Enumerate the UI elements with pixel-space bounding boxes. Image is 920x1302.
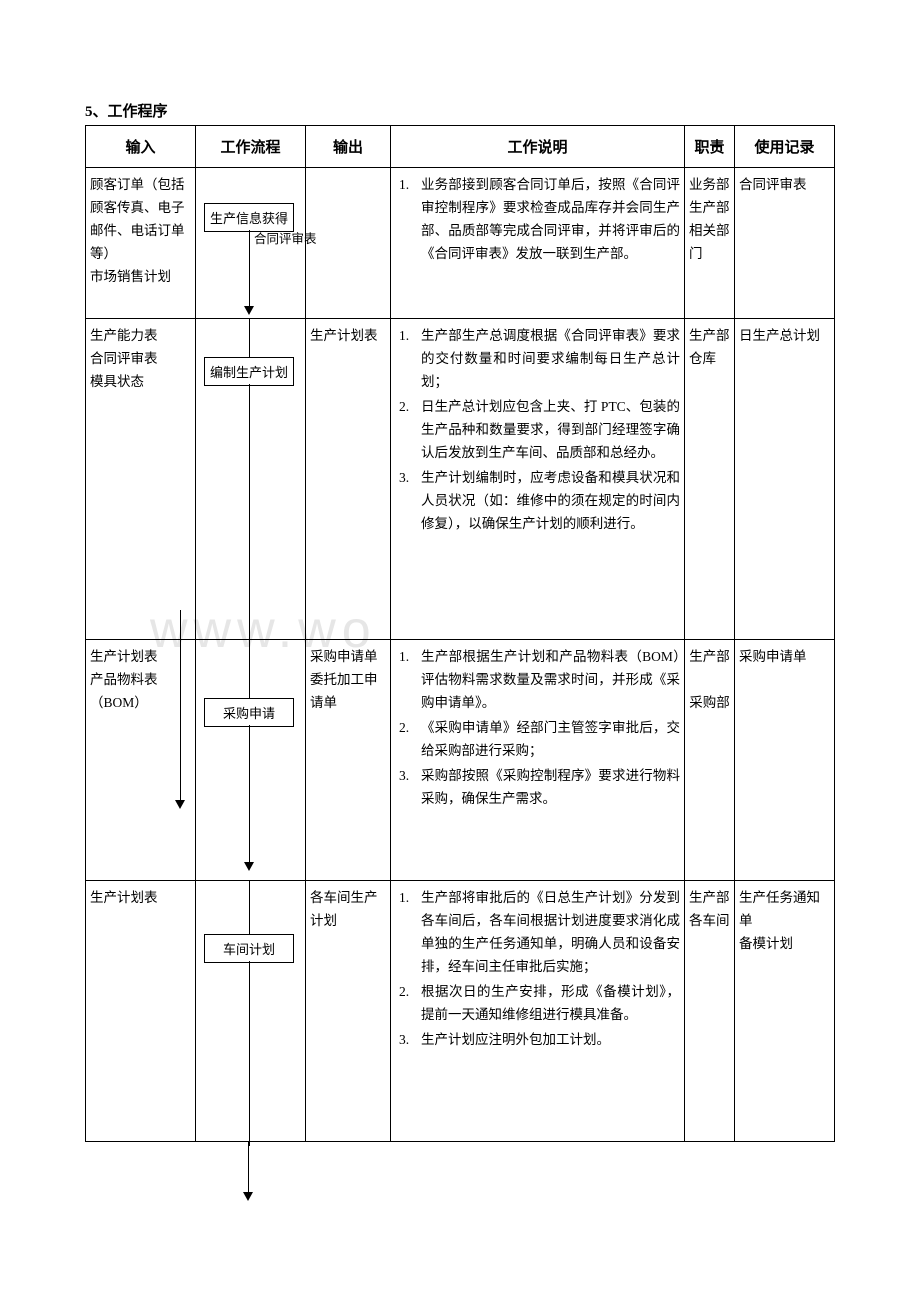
resp-cell: 业务部 生产部 相关部门 xyxy=(685,168,735,319)
output-cell: 各车间生产计划 xyxy=(306,881,391,1142)
output-cell: 采购申请单 委托加工申请单 xyxy=(306,640,391,881)
flow-cell: 车间计划 xyxy=(196,881,306,1142)
section-title: 5、工作程序 xyxy=(85,100,835,121)
input-cell: 顾客订单（包括顾客传真、电子邮件、电话订单等） 市场销售计划 xyxy=(86,168,196,319)
resp-cell: 生产部 采购部 xyxy=(685,640,735,881)
desc-item: 生产部生产总调度根据《合同评审表》要求的交付数量和时间要求编制每日生产总计划； xyxy=(395,325,680,394)
arrow-down-icon xyxy=(244,306,254,315)
output-cell: 生产计划表 xyxy=(306,319,391,640)
flow-line xyxy=(249,725,250,865)
input-cell: 生产能力表 合同评审表 模具状态 xyxy=(86,319,196,640)
flow-line xyxy=(249,230,250,308)
header-output: 输出 xyxy=(306,126,391,168)
header-input: 输入 xyxy=(86,126,196,168)
desc-item: 生产计划编制时，应考虑设备和模具状况和人员状况（如：维修中的须在规定的时间内修复… xyxy=(395,467,680,536)
flow-line xyxy=(249,881,250,936)
flow-side-arrow-line xyxy=(180,610,181,800)
desc-item: 生产部根据生产计划和产品物料表（BOM）评估物料需求数量及需求时间，并形成《采购… xyxy=(395,646,680,715)
record-cell: 日生产总计划 xyxy=(735,319,835,640)
header-resp: 职责 xyxy=(685,126,735,168)
header-desc: 工作说明 xyxy=(391,126,685,168)
flow-box: 车间计划 xyxy=(204,934,294,963)
resp-cell: 生产部 仓库 xyxy=(685,319,735,640)
continuation-arrow xyxy=(85,1142,835,1202)
input-cell: 生产计划表 产品物料表（BOM） xyxy=(86,640,196,881)
resp-cell: 生产部 各车间 xyxy=(685,881,735,1142)
desc-item: 业务部接到顾客合同订单后，按照《合同评审控制程序》要求检查成品库存并会同生产部、… xyxy=(395,174,680,266)
desc-item: 《采购申请单》经部门主管签字审批后，交给采购部进行采购； xyxy=(395,717,680,763)
arrow-down-icon xyxy=(244,862,254,871)
flow-line xyxy=(249,640,250,700)
flow-cell: 生产信息获得 合同评审表 xyxy=(196,168,306,319)
flow-line xyxy=(249,384,250,644)
desc-cell: 生产部根据生产计划和产品物料表（BOM）评估物料需求数量及需求时间，并形成《采购… xyxy=(391,640,685,881)
flow-line xyxy=(249,961,250,1146)
flow-output-label: 合同评审表 xyxy=(254,228,317,247)
desc-cell: 业务部接到顾客合同订单后，按照《合同评审控制程序》要求检查成品库存并会同生产部、… xyxy=(391,168,685,319)
flow-line xyxy=(248,1142,249,1192)
arrow-down-icon xyxy=(243,1192,253,1201)
input-cell: 生产计划表 xyxy=(86,881,196,1142)
record-cell: 采购申请单 xyxy=(735,640,835,881)
table-row: 生产计划表 产品物料表（BOM） 采购申请 采购申请单 委托加工申请单 生产部根… xyxy=(86,640,835,881)
header-flow: 工作流程 xyxy=(196,126,306,168)
desc-item: 生产计划应注明外包加工计划。 xyxy=(395,1029,680,1052)
header-record: 使用记录 xyxy=(735,126,835,168)
record-cell: 合同评审表 xyxy=(735,168,835,319)
output-cell xyxy=(306,168,391,319)
record-cell: 生产任务通知单 备模计划 xyxy=(735,881,835,1142)
flow-line xyxy=(249,319,250,359)
desc-item: 生产部将审批后的《日总生产计划》分发到各车间后，各车间根据计划进度要求消化成单独… xyxy=(395,887,680,979)
flow-cell: 编制生产计划 xyxy=(196,319,306,640)
flow-box: 采购申请 xyxy=(204,698,294,727)
desc-item: 日生产总计划应包含上夹、打 PTC、包装的生产品种和数量要求，得到部门经理签字确… xyxy=(395,396,680,465)
flow-cell: 采购申请 xyxy=(196,640,306,881)
flow-box: 编制生产计划 xyxy=(204,357,294,386)
desc-item: 根据次日的生产安排，形成《备模计划》，提前一天通知维修组进行模具准备。 xyxy=(395,981,680,1027)
table-row: 生产计划表 车间计划 各车间生产计划 生产部将审批后的《日总生产计划》分发到各车… xyxy=(86,881,835,1142)
desc-cell: 生产部将审批后的《日总生产计划》分发到各车间后，各车间根据计划进度要求消化成单独… xyxy=(391,881,685,1142)
procedure-table: 输入 工作流程 输出 工作说明 职责 使用记录 顾客订单（包括顾客传真、电子邮件… xyxy=(85,125,835,1142)
desc-item: 采购部按照《采购控制程序》要求进行物料采购，确保生产需求。 xyxy=(395,765,680,811)
table-row: 顾客订单（包括顾客传真、电子邮件、电话订单等） 市场销售计划 生产信息获得 合同… xyxy=(86,168,835,319)
desc-cell: 生产部生产总调度根据《合同评审表》要求的交付数量和时间要求编制每日生产总计划； … xyxy=(391,319,685,640)
table-row: 生产能力表 合同评审表 模具状态 编制生产计划 生产计划表 生产部生产总调度根据… xyxy=(86,319,835,640)
flow-side-arrow-head xyxy=(175,800,185,809)
table-header-row: 输入 工作流程 输出 工作说明 职责 使用记录 xyxy=(86,126,835,168)
